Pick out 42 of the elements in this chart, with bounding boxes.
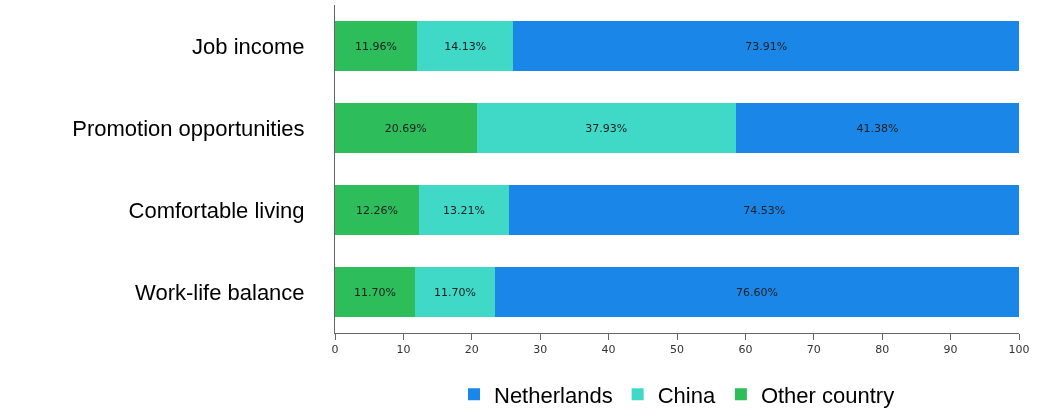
data-label: 76.60% [736,285,779,299]
x-tick-label: 0 [331,343,339,357]
legend-label: Other country [760,382,895,408]
x-tick-label: 80 [875,343,890,357]
bar [416,21,514,71]
data-label: 74.53% [743,203,786,217]
bar [513,21,1019,71]
x-tick-label: 90 [943,343,958,357]
x-tick-label: 50 [670,343,684,357]
data-label: 13.21% [443,203,486,217]
y-tick-label: Job income [192,33,305,59]
x-tick-label: 10 [396,343,411,357]
bar [335,21,417,71]
y-tick-label: Work-life balance [135,279,305,305]
bar [418,185,510,235]
data-label: 12.26% [355,203,398,217]
x-tick-label: 20 [464,343,479,357]
x-tick-label: 60 [738,343,753,357]
bar [735,103,1019,153]
x-tick-label: 40 [601,343,616,357]
bar [335,185,419,235]
x-tick-label: 100 [1008,343,1030,357]
data-label: 11.70% [434,285,477,299]
legend-label: China [657,382,716,408]
data-label: 11.96% [354,39,397,53]
data-label: 11.70% [354,285,396,299]
bar [335,267,416,317]
x-tick-label: 30 [533,343,548,357]
data-label: 20.69% [384,121,427,135]
x-tick-label: 70 [806,343,821,357]
bar [415,267,496,317]
bar [509,185,1019,235]
data-label: 14.13% [444,39,487,53]
bar [335,103,477,153]
y-tick-label: Promotion opportunities [72,115,305,141]
y-tick-label: Comfortable living [128,197,305,223]
legend-label: Netherlands [494,382,613,408]
bar [476,103,736,153]
data-label: 73.91% [745,39,788,53]
bar [495,267,1019,317]
data-label: 37.93% [585,121,628,135]
data-label: 41.38% [856,121,899,135]
